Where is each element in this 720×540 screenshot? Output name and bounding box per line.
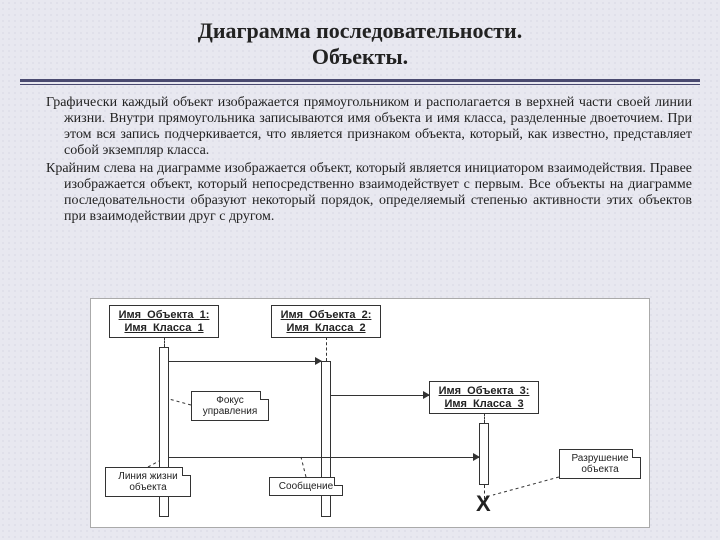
arrowhead-icon — [315, 357, 322, 365]
note-destroy: Разрушениеобъекта — [559, 449, 641, 479]
message-2 — [169, 457, 479, 458]
title-line-2: Объекты. — [0, 44, 720, 70]
activation-o3 — [479, 423, 489, 485]
note-msg: Сообщение — [269, 477, 343, 496]
lifeline-o1 — [164, 337, 165, 347]
note-focus: Фокусуправления — [191, 391, 269, 421]
lifeline-o3 — [484, 413, 485, 423]
sequence-diagram: Имя_Объекта_1:Имя_Класса_1 Имя_Объекта_2:… — [90, 298, 650, 528]
arrowhead-icon — [423, 391, 430, 399]
destroy-x-icon: X — [476, 491, 491, 517]
uml-object-o1: Имя_Объекта_1:Имя_Класса_1 — [109, 305, 219, 338]
paragraph-1: Графически каждый объект изображается пр… — [28, 95, 692, 159]
lifeline-o2 — [326, 337, 327, 361]
slide-title: Диаграмма последовательности. Объекты. — [0, 0, 720, 71]
title-line-1: Диаграмма последовательности. — [0, 18, 720, 44]
message-0 — [169, 361, 321, 362]
arrowhead-icon — [473, 453, 480, 461]
uml-object-o2: Имя_Объекта_2:Имя_Класса_2 — [271, 305, 381, 338]
message-1 — [331, 395, 429, 396]
uml-object-o3: Имя_Объекта_3:Имя_Класса_3 — [429, 381, 539, 414]
note-life: Линия жизниобъекта — [105, 467, 191, 497]
paragraph-2: Крайним слева на диаграмме изображается … — [28, 161, 692, 225]
body-text: Графически каждый объект изображается пр… — [0, 85, 720, 225]
